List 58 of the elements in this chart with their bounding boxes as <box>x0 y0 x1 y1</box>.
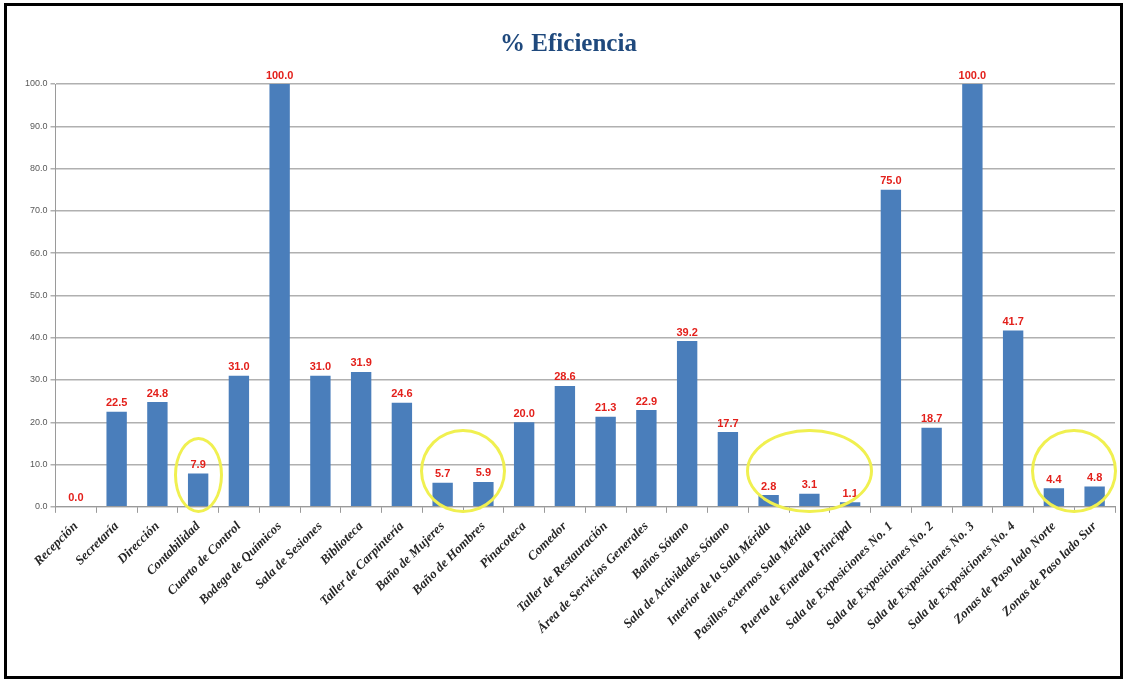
bar <box>880 189 902 507</box>
y-tick-label: 70.0 <box>29 205 48 216</box>
data-label: 31.9 <box>350 356 372 369</box>
y-tick-label: 10.0 <box>29 459 48 470</box>
bar <box>636 410 657 507</box>
chart-title: % Eficiencia <box>500 29 638 57</box>
bar <box>350 371 372 507</box>
data-label: 28.6 <box>554 370 576 383</box>
bar <box>717 432 739 507</box>
bar <box>962 84 983 507</box>
y-tick-label: 40.0 <box>29 332 48 343</box>
bar <box>595 416 616 507</box>
bar <box>147 401 168 507</box>
bar <box>187 473 209 507</box>
data-label: 21.3 <box>594 401 617 414</box>
data-label: 5.7 <box>434 467 451 480</box>
bar <box>269 84 290 507</box>
data-label: 100.0 <box>265 68 294 81</box>
data-label: 24.6 <box>391 387 413 400</box>
bar <box>799 493 820 507</box>
data-label: 3.1 <box>801 478 818 491</box>
y-tick-label: 100.0 <box>24 78 48 89</box>
data-label: 4.8 <box>1086 471 1103 484</box>
data-label: 18.7 <box>920 412 943 425</box>
bar <box>921 427 942 507</box>
data-label: 39.2 <box>676 325 698 338</box>
data-label: 0.0 <box>68 491 84 504</box>
bar <box>228 375 250 507</box>
bar <box>1002 330 1024 507</box>
bar <box>676 341 698 507</box>
data-label: 22.5 <box>105 396 128 409</box>
bar <box>391 402 413 507</box>
data-label: 7.9 <box>190 457 206 470</box>
data-label: 31.0 <box>228 360 250 373</box>
y-tick-label: 60.0 <box>29 247 48 258</box>
data-label: 17.7 <box>717 416 739 429</box>
y-tick-label: 50.0 <box>29 289 48 300</box>
y-tick-label: 80.0 <box>29 163 48 174</box>
y-tick-label: 90.0 <box>29 120 48 131</box>
y-tick-label: 20.0 <box>29 416 48 427</box>
bar <box>106 411 127 507</box>
bar <box>513 422 535 507</box>
data-label: 5.9 <box>475 466 492 479</box>
bar <box>554 385 576 507</box>
data-label: 20.0 <box>513 406 535 419</box>
bar <box>473 481 494 507</box>
data-label: 24.8 <box>146 386 169 399</box>
data-label: 75.0 <box>880 174 902 187</box>
data-label: 22.9 <box>635 394 658 407</box>
data-label: 2.8 <box>760 479 777 492</box>
bar <box>310 375 331 507</box>
data-label: 100.0 <box>958 68 987 81</box>
data-label: 4.4 <box>1046 472 1063 485</box>
data-label: 41.7 <box>1002 315 1024 328</box>
data-label: 31.0 <box>309 360 332 373</box>
y-tick-label: 0.0 <box>35 501 48 512</box>
y-tick-label: 30.0 <box>29 374 48 385</box>
data-label: 1.1 <box>842 486 858 499</box>
